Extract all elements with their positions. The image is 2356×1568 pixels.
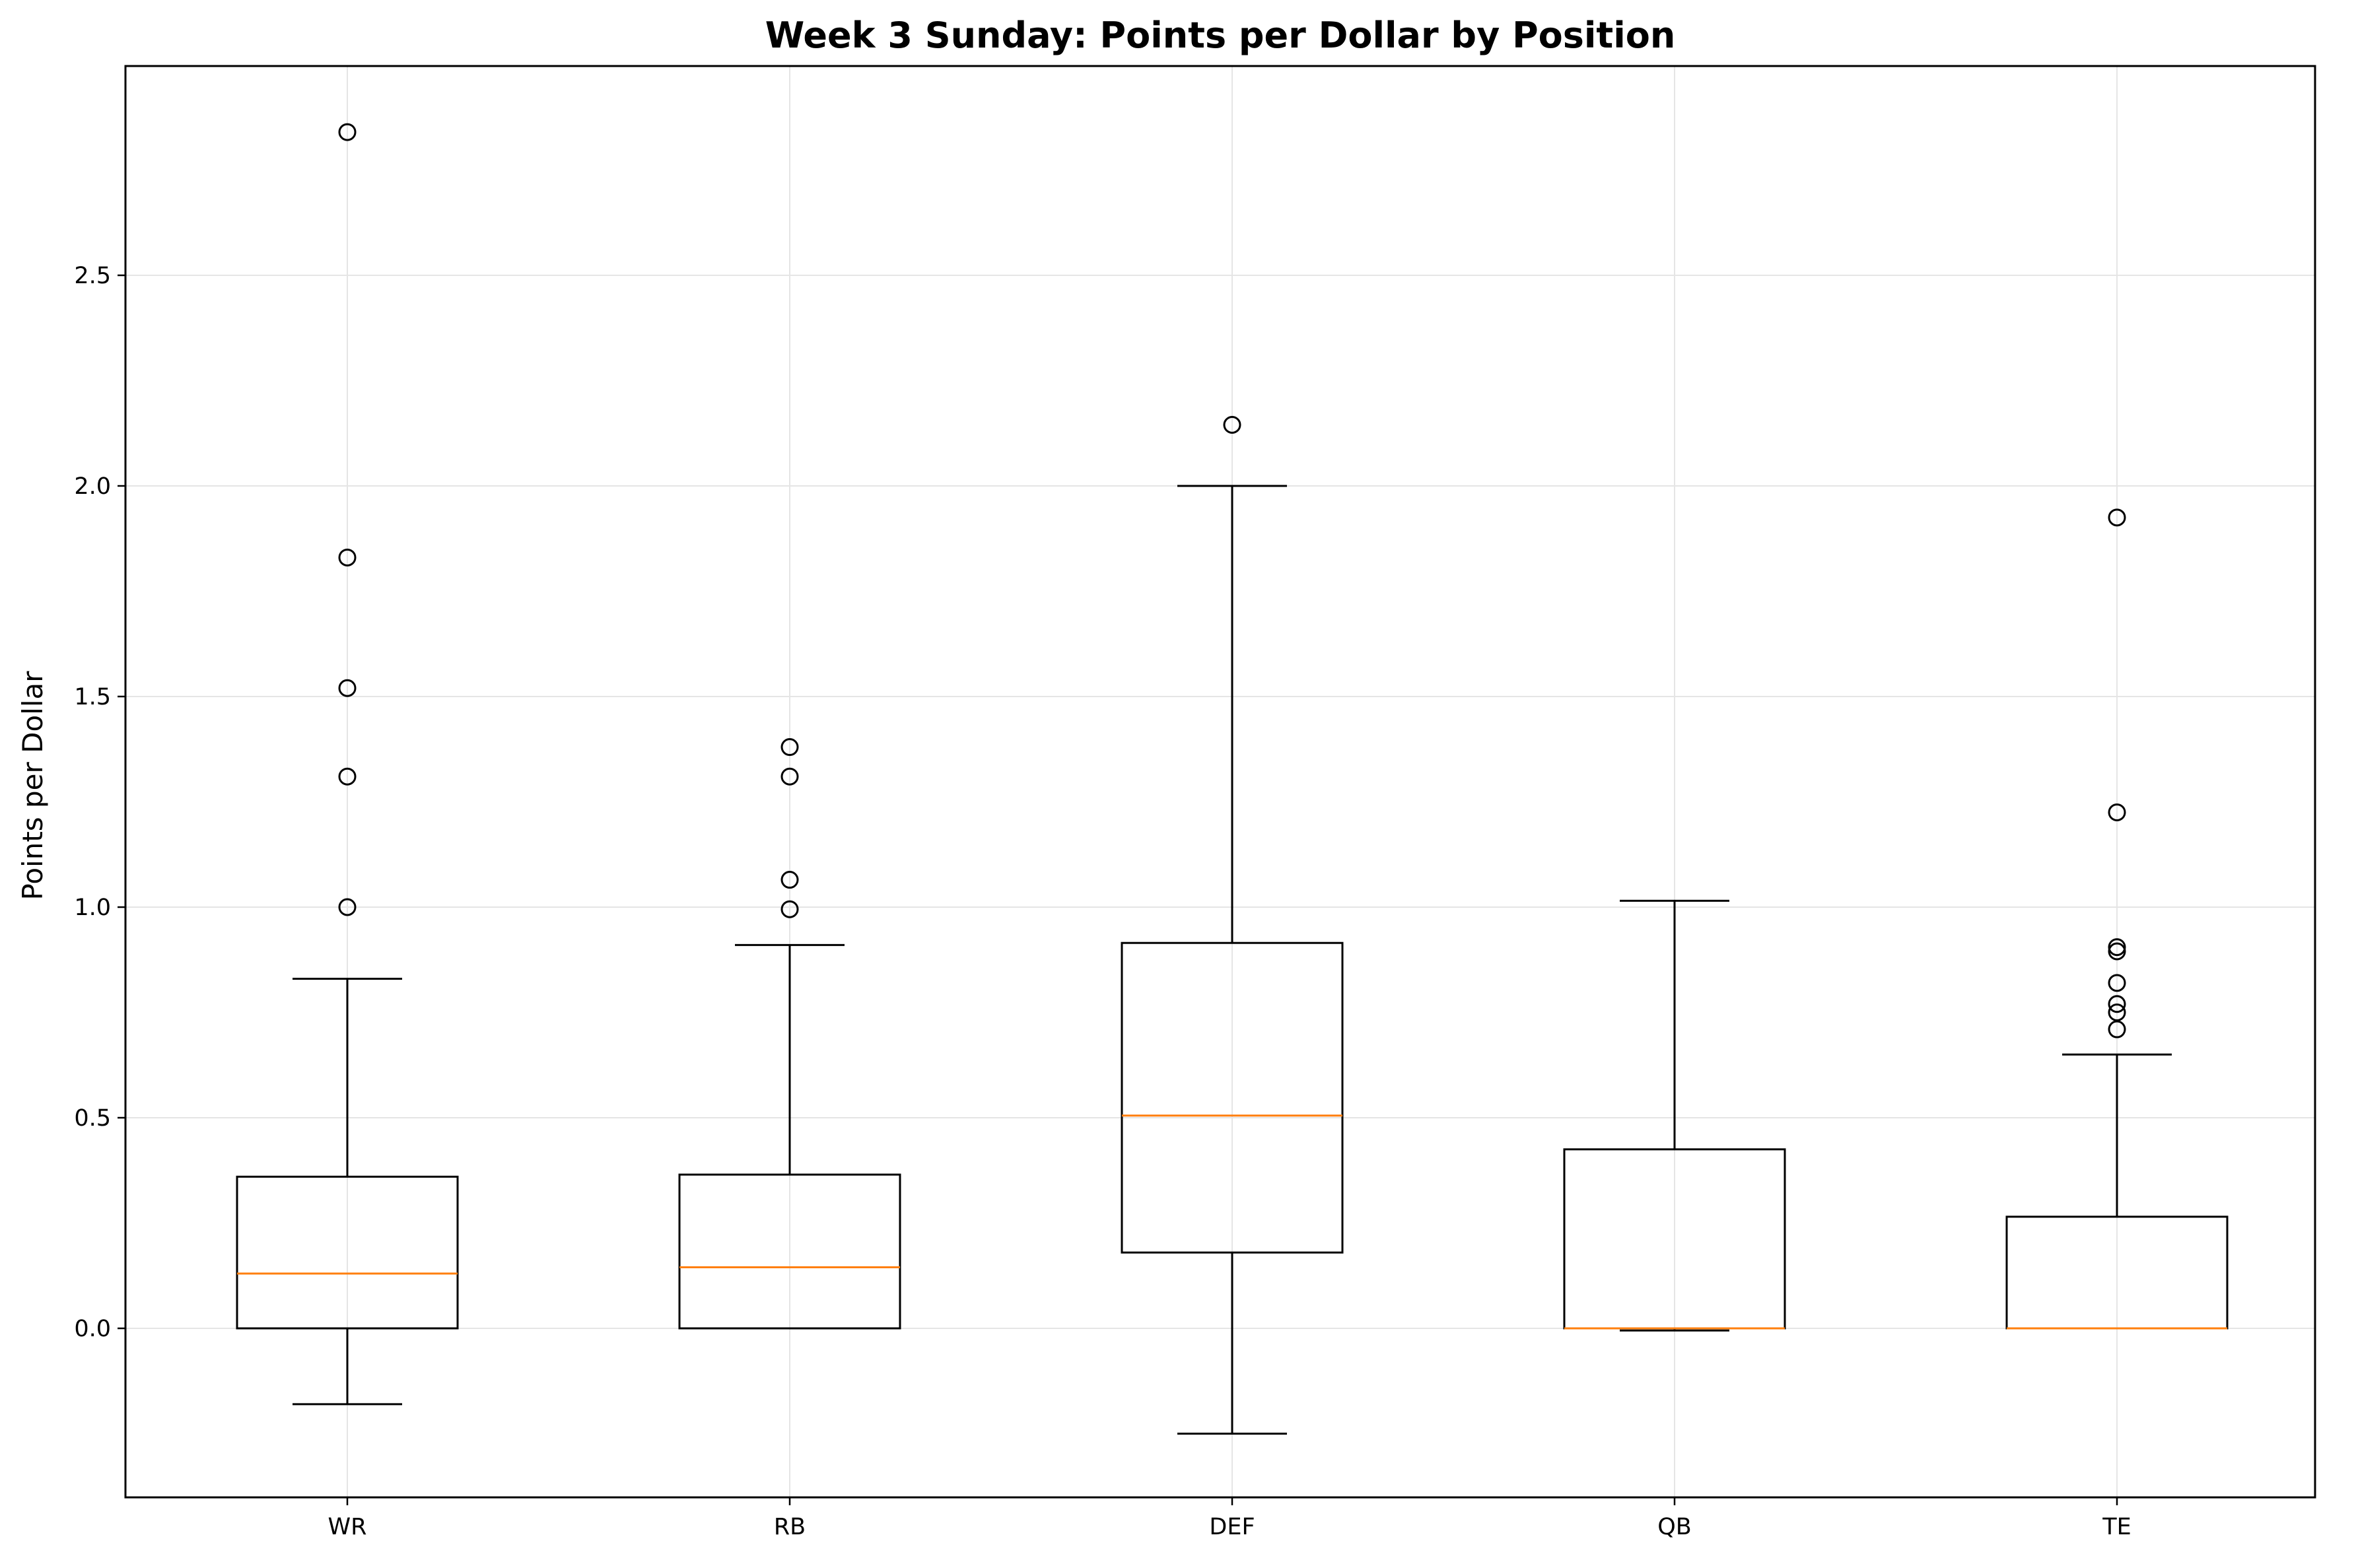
y-tick-label: 0.5 (74, 1105, 111, 1132)
y-tick-label: 2.0 (74, 473, 111, 500)
box-def (1121, 415, 1344, 1435)
x-axis-ticks: WR RB DEF QB TE (328, 1497, 2131, 1540)
box-body (678, 1173, 901, 1330)
outlier-point (1223, 415, 1241, 434)
y-tick-label: 0.0 (74, 1316, 111, 1342)
outlier-point (780, 871, 799, 889)
y-tick-label: 2.5 (74, 263, 111, 289)
x-tick-label-def: DEF (1209, 1514, 1255, 1540)
box-qb (1563, 899, 1786, 1332)
x-tick-label-qb: QB (1657, 1514, 1692, 1540)
outlier-point (2108, 1004, 2126, 1021)
outlier-point (2108, 942, 2126, 961)
outlier-point (338, 679, 357, 697)
outlier-point (338, 898, 357, 916)
box-body (1121, 941, 1344, 1254)
box-series (236, 123, 2229, 1435)
outlier-point (2108, 938, 2126, 957)
outlier-point (338, 767, 357, 786)
outlier-point (2108, 995, 2126, 1013)
plot-area-frame (124, 65, 2316, 1499)
y-axis-ticks: 0.0 0.5 1.0 1.5 2.0 2.5 (74, 263, 125, 1342)
chart-title: Week 3 Sunday: Points per Dollar by Posi… (765, 15, 1676, 56)
outlier-point (780, 738, 799, 757)
x-tick-label-wr: WR (328, 1514, 367, 1540)
y-tick-label: 1.0 (74, 895, 111, 921)
outlier-point (780, 900, 799, 918)
outlier-point (2108, 974, 2126, 992)
box-te (2005, 508, 2229, 1330)
outlier-point (2108, 508, 2126, 527)
box-rb (678, 738, 901, 1330)
y-axis-label: Points per Dollar (17, 671, 49, 901)
outlier-point (2108, 803, 2126, 821)
outlier-point (2108, 1020, 2126, 1039)
outlier-point (338, 123, 357, 141)
box-body (236, 1175, 459, 1330)
grid-lines (125, 66, 2315, 1497)
outlier-point (338, 548, 357, 566)
box-wr (236, 123, 459, 1406)
y-tick-label: 1.5 (74, 684, 111, 710)
x-tick-label-rb: RB (774, 1514, 806, 1540)
outlier-point (780, 767, 799, 786)
x-tick-label-te: TE (2102, 1514, 2131, 1540)
